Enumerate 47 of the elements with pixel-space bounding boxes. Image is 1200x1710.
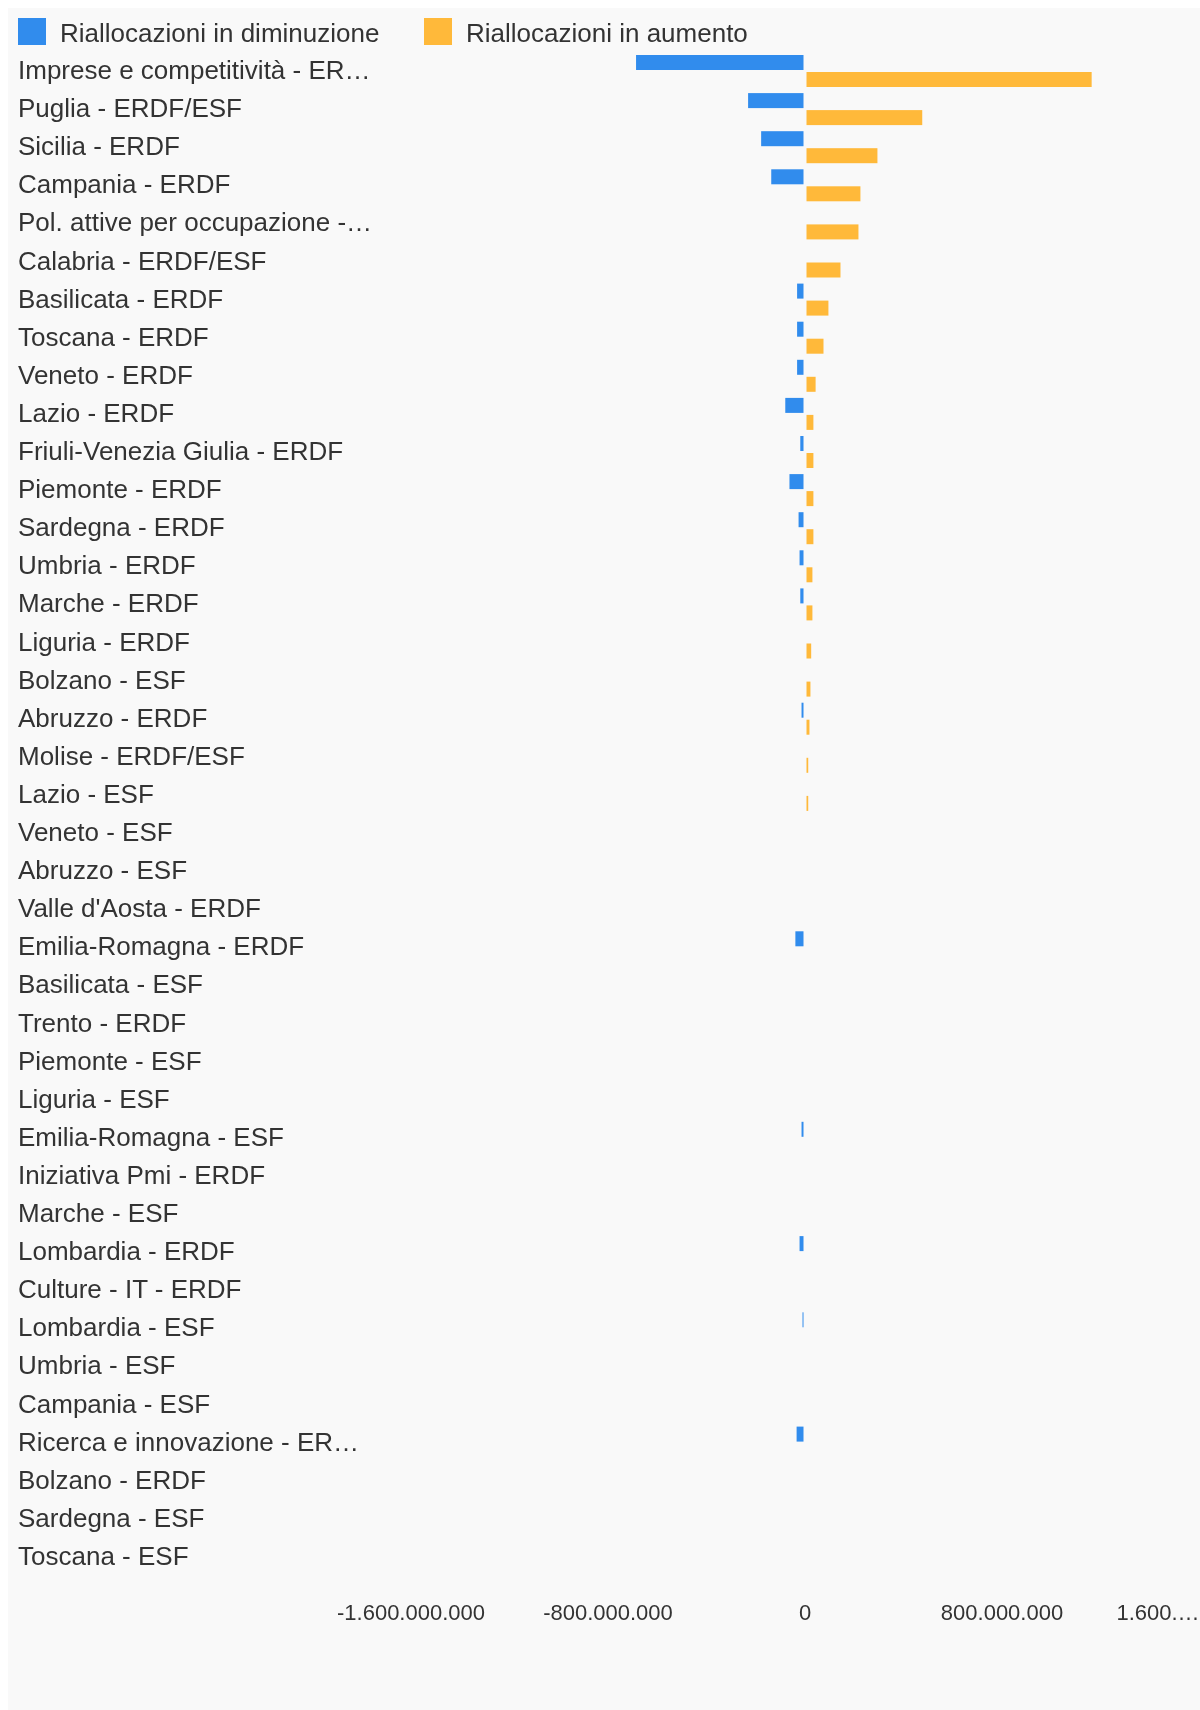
y-tick-label: Pol. attive per occupazione -… <box>18 207 373 238</box>
y-tick-label: Campania - ERDF <box>18 169 231 200</box>
y-tick-label: Umbria - ESF <box>18 1350 176 1381</box>
x-tick-label: -800.000.000 <box>543 1600 673 1625</box>
y-tick-label: Puglia - ERDF/ESF <box>18 93 242 124</box>
y-tick-label: Liguria - ESF <box>18 1083 170 1114</box>
y-tick-label: Bolzano - ERDF <box>18 1464 206 1495</box>
y-tick-label: Culture - IT - ERDF <box>18 1274 242 1305</box>
x-tick-label: 800.000.000 <box>940 1600 1064 1625</box>
y-tick-label: Abruzzo - ESF <box>18 855 188 886</box>
y-tick-label: Basilicata - ERDF <box>18 283 224 314</box>
y-tick-label: Sardegna - ERDF <box>18 512 225 543</box>
y-tick-label: Lazio - ERDF <box>18 397 175 428</box>
y-tick-label: Toscana - ESF <box>18 1540 189 1571</box>
y-tick-label: Ricerca e innovazione - ER… <box>18 1426 360 1457</box>
x-tick-label: 1.600.… <box>1116 1600 1200 1625</box>
y-tick-label: Molise - ERDF/ESF <box>18 740 245 771</box>
legend-label: Riallocazioni in aumento <box>466 18 748 48</box>
y-tick-label: Marche - ERDF <box>18 588 199 619</box>
y-tick-label: Sardegna - ESF <box>18 1502 205 1533</box>
y-tick-label: Emilia-Romagna - ESF <box>18 1121 284 1152</box>
y-tick-label: Liguria - ERDF <box>18 626 190 657</box>
y-tick-label: Piemonte - ERDF <box>18 474 222 505</box>
x-tick-label: 0 <box>798 1600 812 1625</box>
y-tick-label: Veneto - ESF <box>18 817 173 847</box>
y-tick-label: Campania - ESF <box>18 1388 211 1419</box>
y-tick-label: Valle d'Aosta - ERDF <box>18 893 261 924</box>
x-tick-label: -1.600.000.000 <box>336 1600 486 1625</box>
y-tick-label: Sicilia - ERDF <box>18 131 180 162</box>
y-tick-label: Toscana - ERDF <box>18 321 209 352</box>
y-tick-label: Friuli-Venezia Giulia - ERDF <box>18 436 344 466</box>
y-tick-label: Bolzano - ESF <box>18 664 186 695</box>
y-tick-label: Trento - ERDF <box>18 1007 187 1038</box>
y-tick-label: Marche - ESF <box>18 1198 179 1228</box>
y-tick-label: Lombardia - ESF <box>18 1312 215 1343</box>
y-tick-label: Imprese e competitività - ER… <box>18 55 371 85</box>
y-tick-label: Emilia-Romagna - ERDF <box>18 931 305 962</box>
y-tick-label: Iniziativa Pmi - ERDF <box>18 1159 266 1190</box>
y-tick-label: Basilicata - ESF <box>18 969 203 1000</box>
y-tick-label: Lombardia - ERDF <box>18 1236 235 1267</box>
y-tick-label: Piemonte - ESF <box>18 1045 202 1076</box>
y-tick-label: Veneto - ERDF <box>18 359 193 390</box>
y-tick-label: Calabria - ERDF/ESF <box>18 245 267 276</box>
legend-label: Riallocazioni in diminuzione <box>60 18 380 48</box>
y-tick-label: Lazio - ESF <box>18 778 154 809</box>
y-tick-label: Umbria - ERDF <box>18 550 196 581</box>
y-tick-label: Abruzzo - ERDF <box>18 702 208 733</box>
